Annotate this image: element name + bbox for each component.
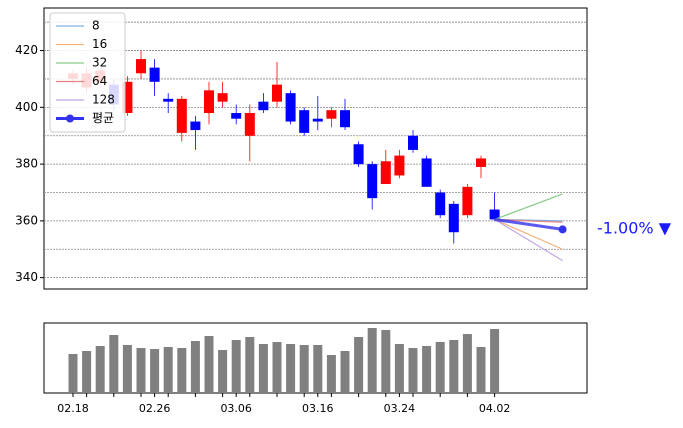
candle-body [231,113,242,119]
x-tick-label: 03.06 [220,402,252,415]
y-tick-label: 420 [15,43,38,57]
volume-bar [326,355,336,393]
volume-bar [82,351,92,393]
volume-bar [245,337,255,393]
candle-body [476,158,486,167]
volume-bar [435,342,445,393]
candle-body [380,161,391,184]
candle-body [421,158,432,187]
x-tick-label: 03.16 [302,402,334,415]
candle-body [136,59,146,74]
candle-body [489,209,500,220]
x-tick-label: 03.24 [384,402,416,415]
volume-bar [299,345,309,393]
volume-bar [95,346,105,393]
volume-bar [258,344,268,393]
volume-bar [204,336,214,393]
volume-bar [150,349,160,393]
candle-body [204,90,214,114]
legend-label: 평균 [92,111,114,125]
x-tick-label: 02.26 [139,402,171,415]
volume-bar [177,348,187,393]
y-tick-label: 380 [15,157,38,171]
volume-bar [408,348,418,393]
volume-bar [490,329,500,393]
legend-label: 64 [92,74,107,88]
legend: 8 16 32 64 128 평균 [49,12,126,133]
candle-body [435,192,446,216]
forecast-line [494,193,563,221]
grid: 340 360 380 400 420 02.18 02.26 03.06 03.16 03.24… [15,21,587,415]
price-frame [43,7,588,290]
candle-body [190,121,201,131]
volume-bar [449,340,459,393]
volume-bar [122,345,132,393]
candle-body [353,144,364,165]
candle-body [394,155,405,176]
volume-bar [340,351,350,393]
candle-body [176,98,187,133]
candle-body [285,93,296,122]
candle-body [244,113,255,136]
candle-body [272,84,282,102]
candle-body [122,81,133,114]
forecast-line [494,218,563,262]
candle-body [367,164,378,199]
candle-body [312,118,323,122]
volume-bar [136,348,146,393]
legend-label: 128 [92,93,115,107]
y-tick-label: 340 [15,270,38,284]
legend-marker [66,114,74,123]
x-tick-label: 02.18 [57,402,89,415]
y-tick-label: 360 [15,213,38,227]
legend-label: 8 [92,19,100,33]
candle-body [340,110,350,128]
y-tick-label: 400 [15,100,38,114]
volume-bar [313,345,323,393]
volume-bar [190,341,200,393]
volume-bar [218,350,228,393]
marks [68,50,567,393]
volume-bar [476,347,486,393]
volume-bar [354,337,364,393]
volume-bar [394,344,404,393]
volume-bar [381,330,391,393]
volume-bar [367,328,377,393]
forecast-annotation: -1.00% ▼ [597,219,672,238]
average-forecast-marker [558,225,567,234]
x-tick-label: 04.02 [479,402,511,415]
volume-bar [272,342,282,393]
candle-body [149,67,160,82]
candle-body [258,101,269,111]
candle-body [448,203,459,233]
candle-body [408,135,418,150]
candle-body [462,186,473,216]
candle-body [217,93,228,102]
legend-label: 16 [92,37,107,51]
volume-bar [68,354,78,393]
volume-bar [422,346,432,393]
candle-body [299,110,310,133]
candle-body [326,110,337,119]
volume-bar [109,335,119,393]
legend-box [49,12,126,133]
legend-label: 32 [92,56,107,70]
volume-bar [231,340,241,393]
forecast-line [494,218,563,250]
volume-bar [462,334,472,393]
average-forecast-line [494,217,563,231]
volume-bar [163,347,173,393]
candle-body [163,98,174,102]
volume-bar [286,344,296,393]
